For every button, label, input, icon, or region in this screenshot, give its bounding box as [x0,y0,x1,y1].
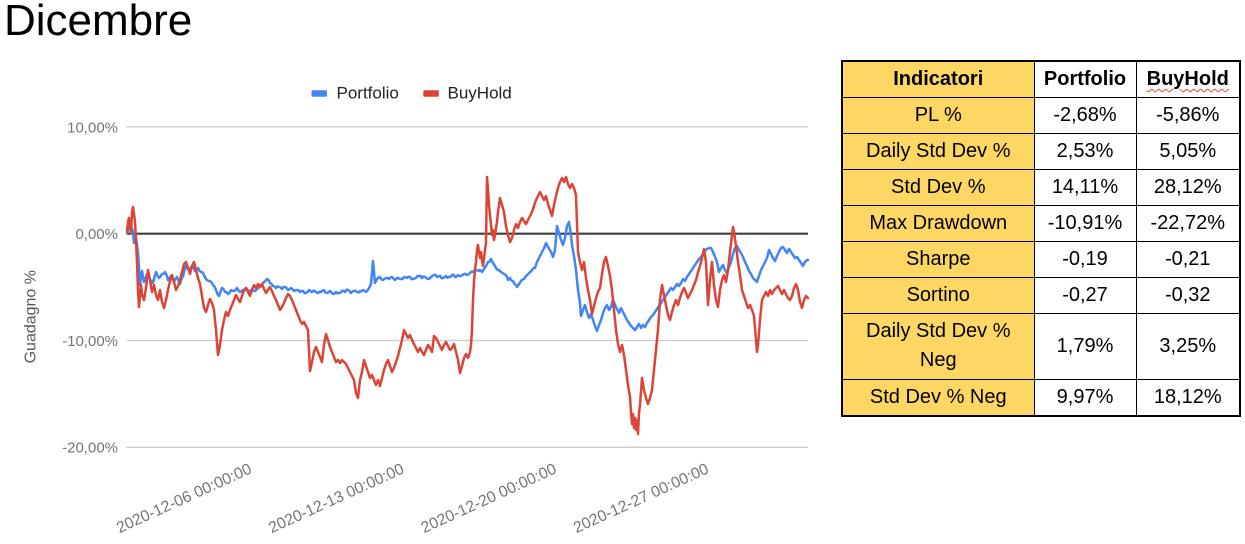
svg-text:2020-12-13 00:00:00: 2020-12-13 00:00:00 [266,461,407,537]
svg-text:10,00%: 10,00% [67,119,118,136]
svg-text:Guadagno %: Guadagno % [23,270,40,363]
svg-text:BuyHold: BuyHold [448,84,512,103]
svg-text:-20,00%: -20,00% [62,440,118,457]
svg-text:-10,00%: -10,00% [62,333,118,350]
svg-text:2020-12-27 00:00:00: 2020-12-27 00:00:00 [571,461,712,537]
svg-text:2020-12-06 00:00:00: 2020-12-06 00:00:00 [114,461,255,537]
svg-text:0,00%: 0,00% [75,226,118,243]
svg-text:Portfolio: Portfolio [337,84,399,103]
svg-text:2020-12-20 00:00:00: 2020-12-20 00:00:00 [419,461,560,537]
